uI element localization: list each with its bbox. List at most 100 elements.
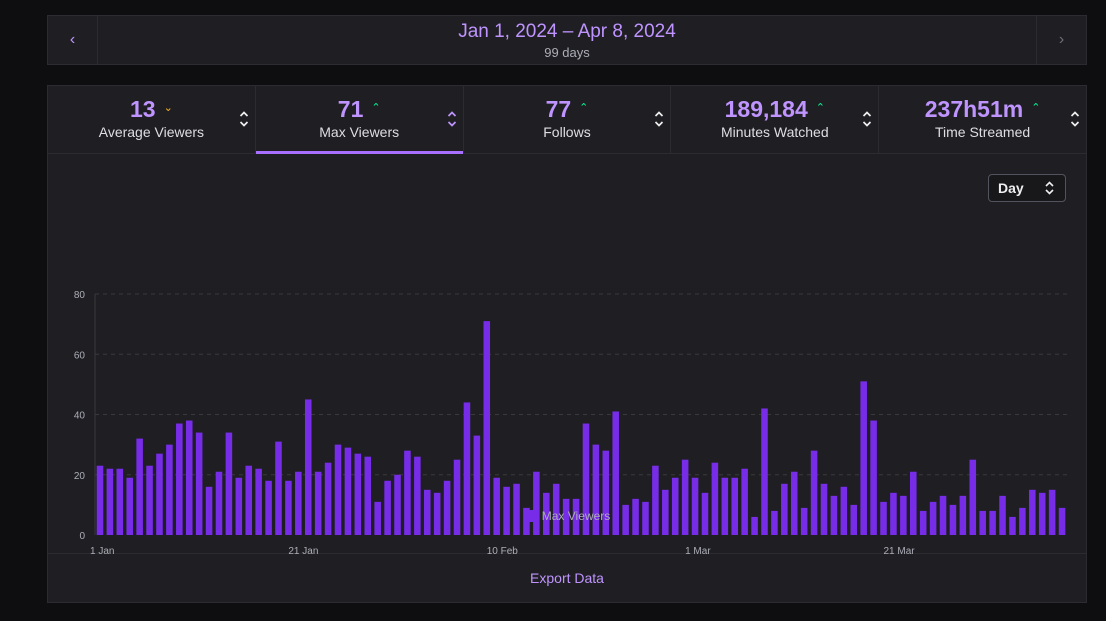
bar bbox=[493, 477, 500, 535]
stat-tab-max-viewers[interactable]: 71 ⌃ Max Viewers bbox=[255, 86, 464, 154]
bar bbox=[969, 459, 977, 535]
bar bbox=[463, 402, 471, 535]
bar bbox=[245, 465, 253, 535]
stat-label: Average Viewers bbox=[98, 123, 205, 140]
bar bbox=[840, 486, 848, 535]
bar bbox=[800, 507, 808, 535]
bar bbox=[384, 480, 391, 535]
chevron-up-down-icon bbox=[1045, 181, 1054, 195]
stat-tab-minutes-watched[interactable]: 189,184 ⌃ Minutes Watched bbox=[671, 86, 880, 153]
next-range-button[interactable]: › bbox=[1036, 16, 1086, 64]
bar bbox=[632, 498, 639, 535]
chart-legend[interactable]: Max Viewers bbox=[48, 509, 1086, 523]
y-tick-label: 40 bbox=[74, 411, 86, 422]
stat-value: 237h51m bbox=[924, 95, 1024, 122]
bar bbox=[314, 471, 322, 535]
bar bbox=[394, 474, 401, 535]
bar bbox=[483, 321, 491, 535]
bar bbox=[681, 459, 689, 535]
date-range-bar: ‹ Jan 1, 2024 – Apr 8, 2024 99 days › bbox=[47, 15, 1087, 65]
sort-arrows-icon[interactable] bbox=[1070, 110, 1080, 128]
stat-label: Minutes Watched bbox=[720, 123, 829, 140]
x-tick-label: 10 Feb bbox=[487, 546, 519, 554]
stat-tab-follows[interactable]: 77 ⌃ Follows bbox=[464, 86, 672, 153]
bar bbox=[1029, 489, 1036, 535]
sort-arrows-icon[interactable] bbox=[654, 110, 664, 128]
bar bbox=[830, 495, 838, 535]
bar bbox=[414, 456, 421, 535]
bar bbox=[404, 450, 411, 535]
stat-value: 13 bbox=[129, 95, 156, 122]
y-tick-label: 20 bbox=[74, 471, 86, 482]
bar bbox=[156, 453, 163, 535]
stat-label: Time Streamed bbox=[934, 123, 1031, 140]
bar bbox=[1009, 516, 1016, 535]
legend-label: Max Viewers bbox=[541, 509, 611, 523]
interval-select[interactable]: Day bbox=[988, 174, 1066, 202]
bar bbox=[989, 510, 996, 535]
sort-arrows-icon[interactable] bbox=[862, 110, 872, 128]
max-viewers-bar-chart: 0 20 40 60 80 1 Jan 21 Jan 10 Feb 1 Mar 21 Mar bbox=[74, 290, 1067, 554]
bar bbox=[324, 462, 332, 535]
x-tick-label: 1 Mar bbox=[685, 546, 711, 554]
bar bbox=[890, 492, 897, 535]
bar bbox=[711, 462, 719, 535]
bar bbox=[999, 495, 1006, 535]
date-range-days: 99 days bbox=[544, 44, 590, 60]
bar bbox=[741, 468, 748, 535]
bar bbox=[662, 489, 669, 535]
bar bbox=[552, 483, 560, 535]
bar bbox=[691, 477, 699, 535]
stat-tab-time-streamed[interactable]: 237h51m ⌃ Time Streamed bbox=[879, 86, 1086, 153]
bar bbox=[166, 444, 173, 536]
bar bbox=[1038, 492, 1046, 535]
stat-value-row: 237h51m ⌃ bbox=[925, 95, 1041, 123]
export-data-button[interactable]: Export Data bbox=[530, 570, 604, 586]
legend-swatch bbox=[523, 510, 536, 522]
bar bbox=[304, 399, 312, 535]
bar bbox=[433, 492, 441, 535]
bar bbox=[939, 495, 947, 535]
stats-tabs: 13 ⌄ Average Viewers 71 ⌃ Max Viewers 77 ⌃ Follo… bbox=[48, 86, 1086, 154]
x-tick-label: 21 Mar bbox=[883, 546, 915, 554]
bar bbox=[622, 504, 629, 536]
bar bbox=[96, 465, 104, 535]
bar bbox=[880, 501, 887, 535]
stat-value: 77 bbox=[545, 95, 572, 122]
bar bbox=[225, 432, 233, 535]
bar bbox=[820, 483, 828, 535]
sort-arrows-icon[interactable] bbox=[447, 110, 457, 128]
interval-select-value: Day bbox=[998, 180, 1024, 196]
bar bbox=[235, 477, 243, 535]
bar bbox=[1019, 507, 1026, 535]
bar bbox=[959, 495, 967, 535]
bar bbox=[205, 486, 213, 535]
y-tick-label: 60 bbox=[74, 350, 86, 361]
bar bbox=[870, 420, 877, 535]
bar bbox=[374, 501, 381, 535]
bar bbox=[701, 492, 709, 535]
bar bbox=[543, 492, 550, 535]
previous-range-button[interactable]: ‹ bbox=[48, 16, 98, 64]
bar bbox=[126, 477, 133, 535]
bar bbox=[602, 450, 610, 535]
chevron-left-icon: ‹ bbox=[69, 31, 76, 48]
bar bbox=[582, 423, 590, 535]
bar bbox=[919, 510, 927, 535]
bar bbox=[1048, 489, 1056, 535]
bar bbox=[443, 480, 451, 535]
bar bbox=[771, 510, 778, 535]
bar bbox=[136, 438, 143, 535]
bar bbox=[592, 444, 600, 536]
sort-arrows-icon[interactable] bbox=[239, 110, 249, 128]
export-row: Export Data bbox=[48, 554, 1086, 602]
bar bbox=[146, 465, 153, 535]
trend-up-icon: ⌃ bbox=[371, 102, 381, 114]
stat-value-row: 13 ⌄ bbox=[130, 95, 173, 123]
bar bbox=[354, 453, 362, 535]
stat-tab-average-viewers[interactable]: 13 ⌄ Average Viewers bbox=[48, 86, 256, 153]
stat-value: 71 bbox=[337, 95, 364, 122]
bar bbox=[761, 408, 768, 535]
bar bbox=[860, 381, 867, 535]
bar bbox=[781, 483, 788, 535]
